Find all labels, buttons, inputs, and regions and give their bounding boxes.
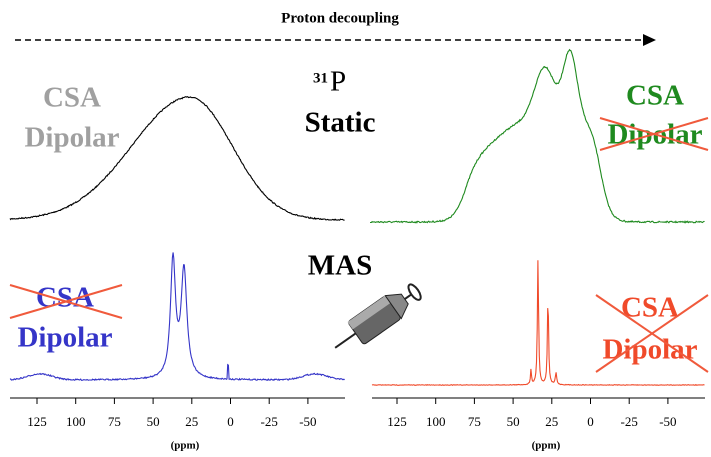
axis-unit: (ppm) <box>171 440 200 452</box>
element: P <box>330 66 346 98</box>
tick-label: -25 <box>621 414 638 429</box>
static-label: Static <box>305 107 376 139</box>
panel-label: Dipolar <box>602 334 697 366</box>
tick-label: 125 <box>27 414 47 429</box>
tick-label: -50 <box>659 414 676 429</box>
axis-unit: (ppm) <box>532 440 561 452</box>
tick-label: 100 <box>66 414 86 429</box>
title: Proton decoupling <box>281 10 399 26</box>
spectrum <box>9 252 345 382</box>
arrow-head <box>643 34 656 46</box>
rotor <box>334 283 422 349</box>
panel-label: CSA <box>36 282 94 314</box>
tick-label: -50 <box>299 414 316 429</box>
cross <box>595 294 709 373</box>
spectrum <box>9 96 345 221</box>
isotope: 31 <box>313 70 328 86</box>
tick-label: 75 <box>108 414 121 429</box>
tick-label: 100 <box>426 414 446 429</box>
spectrum <box>371 260 705 386</box>
tick-label: 0 <box>227 414 234 429</box>
tick-label: 25 <box>545 414 558 429</box>
spectrum <box>370 48 705 224</box>
tick-label: 50 <box>507 414 520 429</box>
mas-label: MAS <box>308 250 372 282</box>
cross <box>9 284 123 319</box>
tick-label: 25 <box>185 414 198 429</box>
tick-label: -25 <box>261 414 278 429</box>
panel-label: Dipolar <box>17 322 112 354</box>
panel-label: CSA <box>626 80 684 112</box>
tick-label: 0 <box>587 414 594 429</box>
panel-label: Dipolar <box>24 122 119 154</box>
panel-label: CSA <box>43 82 101 114</box>
cross <box>599 117 709 151</box>
tick-label: 75 <box>468 414 481 429</box>
tick-label: 125 <box>387 414 407 429</box>
tick-label: 50 <box>147 414 160 429</box>
